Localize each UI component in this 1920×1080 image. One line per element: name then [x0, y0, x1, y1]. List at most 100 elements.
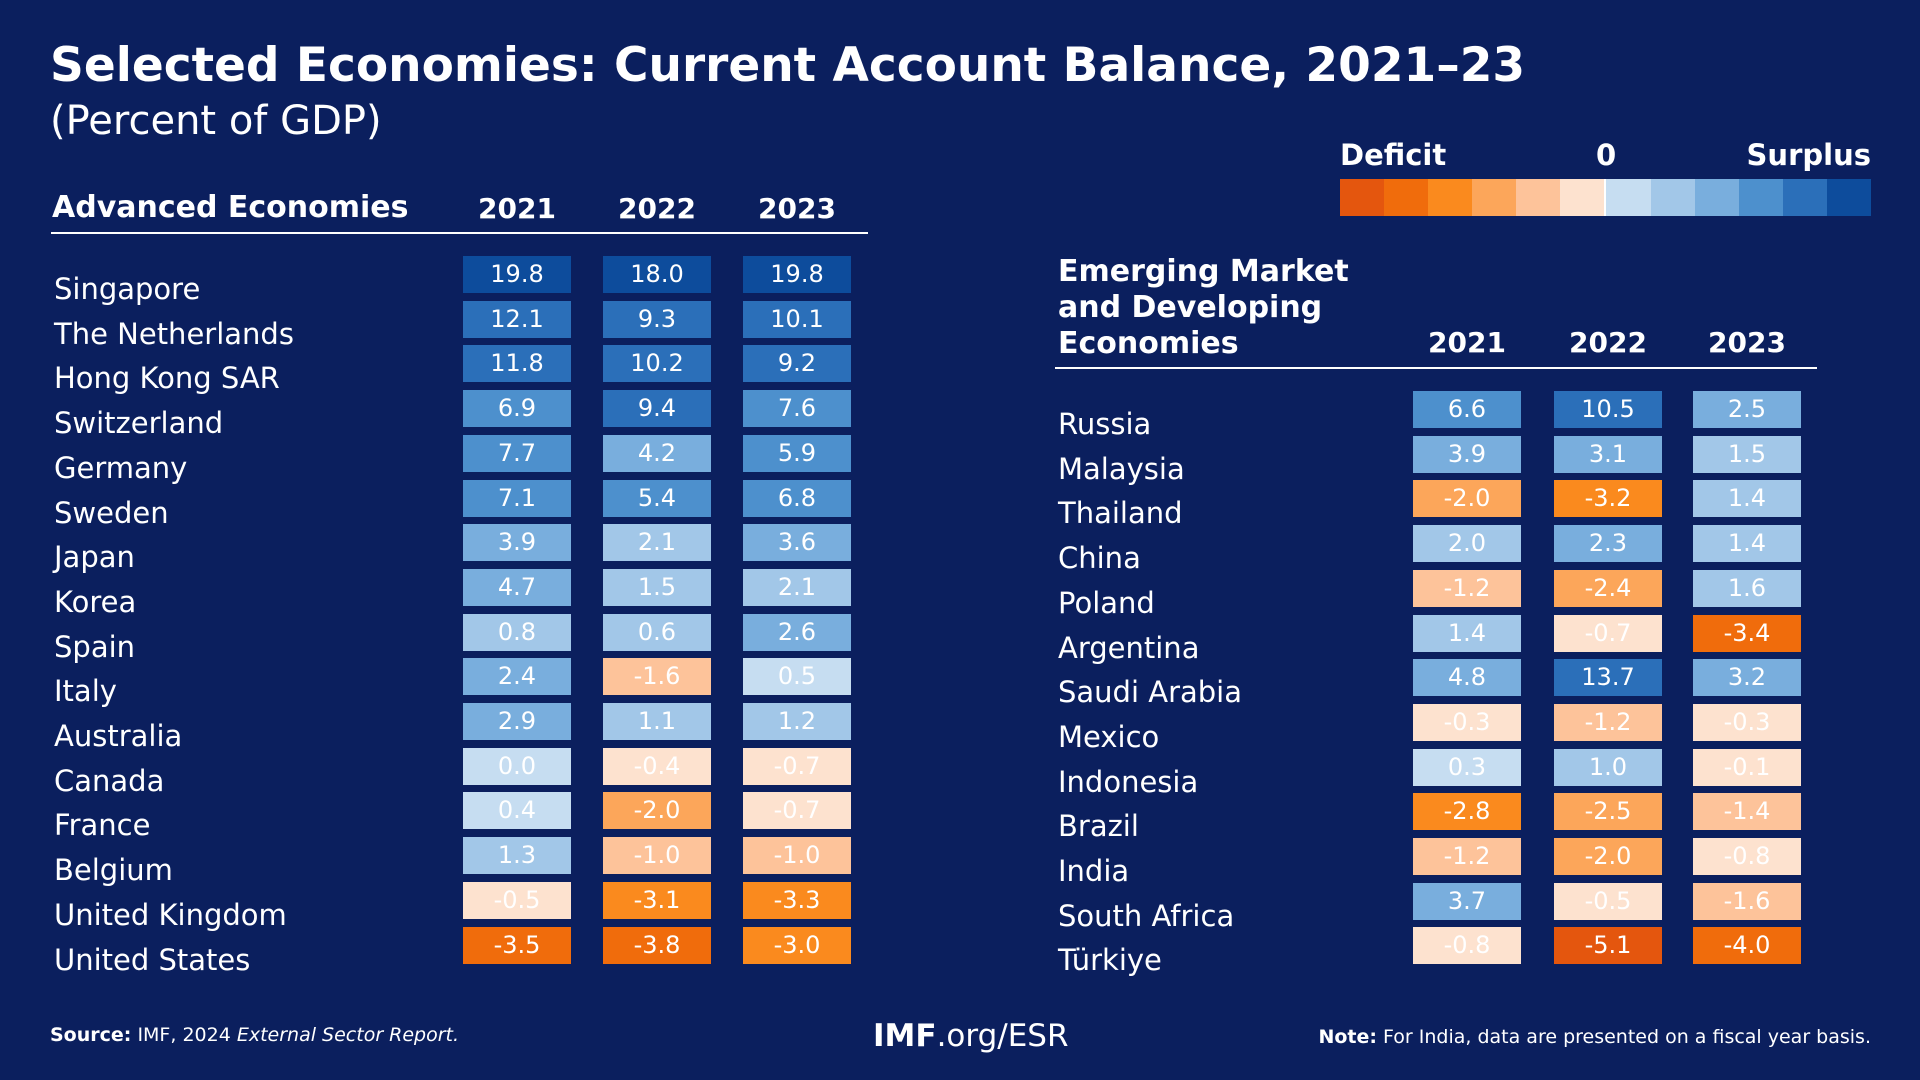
row-name: Poland — [1058, 585, 1155, 620]
source: Source: IMF, 2024 External Sector Report… — [50, 1024, 459, 1046]
value-cell: 1.0 — [1554, 748, 1662, 786]
legend-swatch — [1826, 179, 1871, 216]
row-name: The Netherlands — [54, 316, 294, 351]
value-cell: -1.2 — [1554, 703, 1662, 741]
legend-bar — [1340, 179, 1871, 216]
row-name: Japan — [54, 540, 135, 575]
column-header: 2022 — [618, 192, 696, 225]
legend-swatch — [1472, 179, 1517, 216]
row-name: Australia — [54, 719, 183, 753]
value-cell: -0.7 — [743, 747, 851, 785]
row-name: United Kingdom — [54, 897, 287, 932]
subtitle: (Percent of GDP) — [50, 98, 382, 144]
legend-swatch — [1560, 179, 1605, 216]
value-cell: 2.5 — [1693, 391, 1801, 428]
row-name: Spain — [54, 629, 136, 664]
row-name: United States — [54, 942, 251, 977]
value-cell: -3.3 — [743, 881, 851, 919]
value-cell: -3.5 — [463, 926, 571, 964]
value-cell: -2.0 — [1554, 838, 1662, 875]
row-name: Switzerland — [54, 406, 224, 441]
note: Note: For India, data are presented on a… — [1318, 1026, 1871, 1048]
value-cell: 3.6 — [743, 524, 851, 562]
value-cell: -2.0 — [1413, 480, 1521, 518]
legend-swatch — [1428, 179, 1473, 216]
value-cell: 3.1 — [1554, 435, 1662, 473]
value-cell: -0.3 — [1413, 703, 1521, 741]
row-name: Argentina — [1058, 630, 1200, 665]
value-cell: 1.2 — [743, 703, 851, 740]
table-title: Advanced Economies — [52, 190, 409, 225]
table-title: and Developing — [1058, 290, 1323, 325]
column-header: 2021 — [1428, 326, 1506, 359]
value-cell: 3.2 — [1693, 659, 1801, 697]
value-cell: 12.1 — [463, 300, 571, 338]
value-cell: -2.4 — [1554, 569, 1662, 607]
value-cell: 4.7 — [463, 568, 571, 606]
value-cell: 5.4 — [603, 479, 711, 517]
row-name: South Africa — [1058, 898, 1235, 933]
note-text: For India, data are presented on a fisca… — [1383, 1026, 1871, 1048]
source-label: Source: — [50, 1024, 132, 1046]
row-name: Sweden — [54, 495, 169, 530]
legend-zero-line — [1604, 179, 1607, 216]
table-title: Economies — [1058, 326, 1239, 361]
value-cell: 0.6 — [603, 613, 711, 651]
legend-swatch — [1384, 179, 1429, 216]
value-cell: 5.9 — [743, 434, 851, 472]
row-name: Malaysia — [1058, 451, 1185, 486]
value-cell: 7.1 — [463, 479, 571, 517]
value-cell: 3.9 — [1413, 435, 1521, 473]
value-cell: -1.0 — [743, 837, 851, 875]
value-cell: 1.4 — [1693, 480, 1801, 518]
value-cell: 0.3 — [1413, 748, 1521, 786]
value-cell: -3.2 — [1554, 480, 1662, 518]
row-name: Hong Kong SAR — [54, 361, 280, 396]
value-cell: -0.7 — [1554, 614, 1662, 652]
value-cell: -0.5 — [1554, 882, 1662, 920]
legend-swatch — [1694, 179, 1739, 216]
value-cell: -0.4 — [603, 747, 711, 785]
value-cell: -1.0 — [603, 837, 711, 875]
legend-swatch — [1738, 179, 1783, 216]
header-rule — [51, 232, 868, 234]
value-cell: 10.5 — [1554, 391, 1662, 428]
value-cell: -2.0 — [603, 792, 711, 830]
value-cell: -0.5 — [463, 881, 571, 919]
legend-swatch — [1650, 179, 1695, 216]
value-cell: -2.5 — [1554, 793, 1662, 831]
row-name: China — [1058, 541, 1141, 576]
value-cell: 2.4 — [463, 658, 571, 696]
value-cell: -3.0 — [743, 926, 851, 964]
legend-swatch — [1782, 179, 1827, 216]
source-text: IMF, 2024 — [137, 1024, 231, 1046]
value-cell: -0.7 — [743, 792, 851, 830]
value-cell: -1.6 — [1693, 882, 1801, 920]
table-title: Emerging Market — [1058, 254, 1349, 289]
legend-deficit: Deficit — [1340, 138, 1447, 172]
column-header: 2023 — [758, 192, 836, 225]
note-label: Note: — [1318, 1026, 1377, 1048]
link-rest: .org/ESR — [936, 1018, 1069, 1054]
row-name: Türkiye — [1058, 943, 1162, 978]
value-cell: -3.8 — [603, 926, 711, 964]
value-cell: 1.6 — [1693, 569, 1801, 607]
column-header: 2022 — [1569, 326, 1647, 359]
value-cell: 3.7 — [1413, 882, 1521, 920]
value-cell: 0.4 — [463, 792, 571, 830]
value-cell: 9.4 — [603, 390, 711, 428]
value-cell: -1.2 — [1413, 838, 1521, 875]
value-cell: 1.1 — [603, 703, 711, 740]
value-cell: -0.1 — [1693, 748, 1801, 786]
value-cell: -1.6 — [603, 658, 711, 696]
legend-swatch — [1606, 179, 1651, 216]
value-cell: 2.1 — [743, 568, 851, 606]
link[interactable]: IMF.org/ESR — [873, 1018, 1069, 1054]
row-name: Saudi Arabia — [1058, 675, 1243, 710]
link-bold: IMF — [873, 1018, 937, 1054]
value-cell: -1.2 — [1413, 569, 1521, 607]
legend-swatch — [1516, 179, 1561, 216]
row-name: Mexico — [1058, 719, 1160, 754]
row-name: Thailand — [1058, 496, 1183, 531]
